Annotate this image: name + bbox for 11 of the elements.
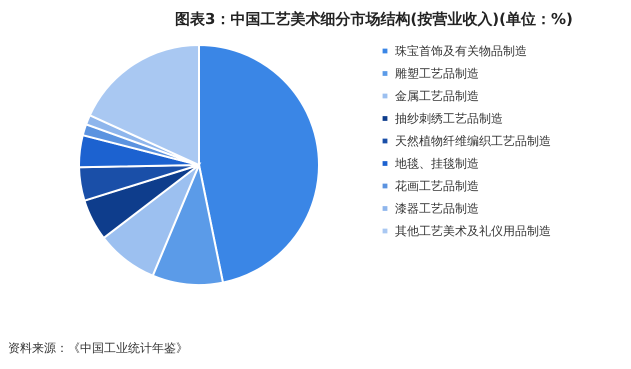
text: 资料来源：《中国工业统计年鉴》 bbox=[8, 340, 188, 357]
legend-label: 漆器工艺品制造 bbox=[395, 202, 479, 216]
legend-label: 抽纱刺绣工艺品制造 bbox=[395, 112, 503, 126]
legend-label: 花画工艺品制造 bbox=[395, 179, 479, 193]
legend-label: 地毯、挂毯制造 bbox=[394, 156, 479, 170]
legend-label: 金属工艺品制造 bbox=[395, 89, 479, 103]
chart-title: 图表3：中国工艺美术细分市场结构(按营业收入)(单位：%) bbox=[175, 10, 573, 28]
legend-label: 其他工艺美术及礼仪用品制造 bbox=[395, 224, 551, 238]
legend-label: 雕塑工艺品制造 bbox=[395, 66, 479, 80]
legend-label: 珠宝首饰及有关物品制造 bbox=[395, 44, 527, 58]
legend-label: 天然植物纤维编织工艺品制造 bbox=[395, 134, 551, 148]
